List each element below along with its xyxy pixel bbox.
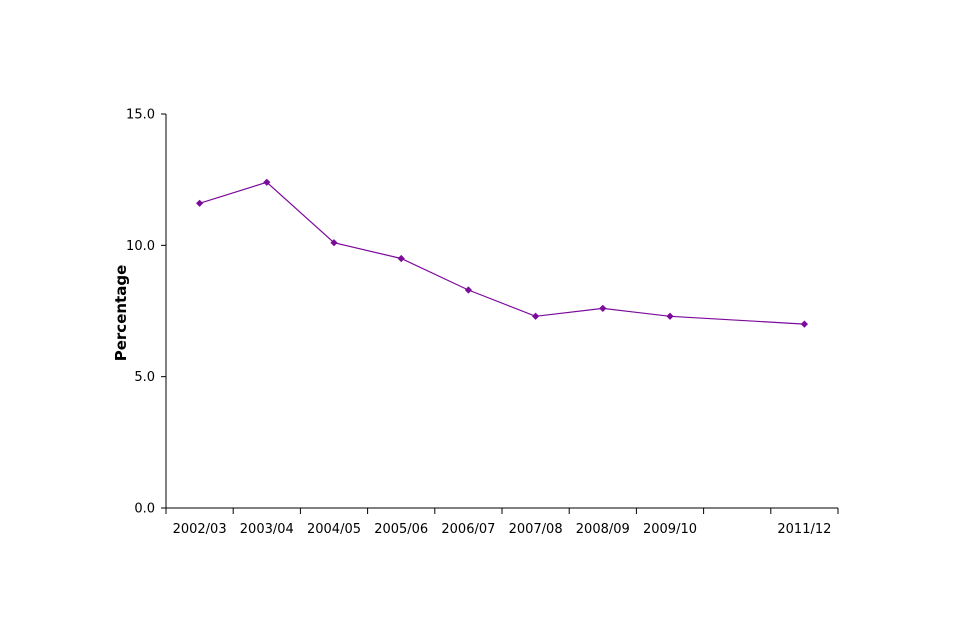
y-axis-title: Percentage [112, 265, 130, 362]
data-point-marker [666, 312, 674, 320]
series-line [199, 181, 805, 325]
x-tick-label: 2005/06 [374, 522, 428, 537]
data-point-marker [196, 199, 204, 207]
x-tick-label: 2002/03 [173, 522, 227, 537]
x-ticks: 2002/03 2003/04 2004/05 2005/06 2006/07 2007/… [165, 508, 839, 537]
axes [165, 114, 838, 509]
y-tick-label: 0.0 [134, 502, 155, 517]
x-tick-label: 2003/04 [240, 522, 294, 537]
x-tick-label: 2008/09 [576, 522, 630, 537]
series-layer [196, 178, 808, 328]
data-point-marker [464, 286, 472, 294]
data-point-marker [263, 178, 271, 186]
x-tick-label: 2007/08 [509, 522, 563, 537]
y-tick-label: 10.0 [126, 239, 155, 254]
data-point-marker [800, 320, 808, 328]
y-tick-label: 5.0 [134, 370, 155, 385]
data-point-marker [330, 239, 338, 247]
x-tick-label: 2009/10 [643, 522, 697, 537]
data-point-marker [532, 312, 540, 320]
data-point-marker [397, 254, 405, 263]
x-tick-label: 2006/07 [441, 522, 495, 537]
data-point-marker [599, 304, 607, 312]
x-tick-label: 2004/05 [307, 522, 361, 537]
y-ticks: 0.0 5.0 10.0 15.0 [126, 108, 166, 517]
x-tick-label: 2011/12 [777, 522, 831, 537]
y-tick-label: 15.0 [126, 108, 155, 123]
